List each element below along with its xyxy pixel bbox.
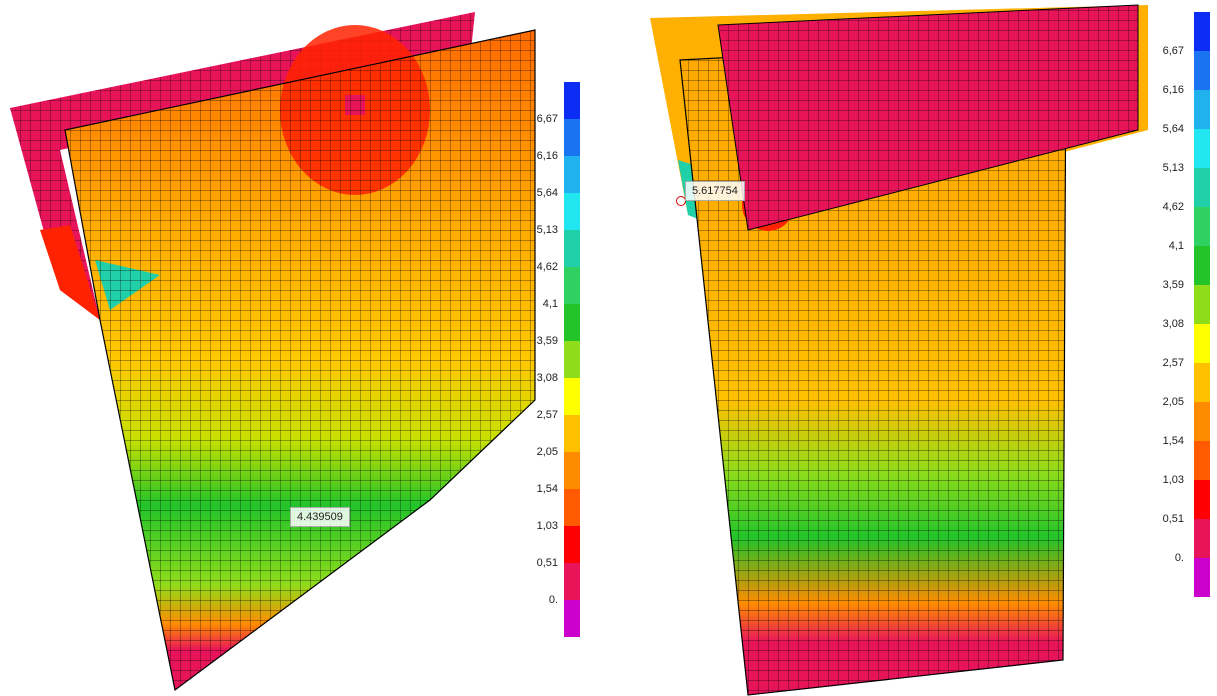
legend-tick-label: 6,16 [536,150,558,162]
legend-tick-label: 3,08 [536,372,558,384]
legend-tick-label: 0,51 [1162,513,1184,525]
flange-side-left [40,225,100,320]
legend-swatch [564,415,580,452]
legend-tick-label: 5,64 [1162,123,1184,135]
legend-swatch [564,526,580,563]
color-legend-left: 6,67 6,16 5,64 5,13 4,62 4,1 3,59 3,08 2,57 2,05 1… [528,82,588,642]
right-view-panel: 5.617754 6,67 6,16 5,64 5,13 4,62 4,1 3,59 3,08… [608,0,1217,696]
legend-tick-label: 5,13 [1162,162,1184,174]
legend-swatch [564,267,580,304]
legend-swatch [564,489,580,526]
legend-tick-label: 3,08 [1162,318,1184,330]
legend-tick-label: 5,64 [536,187,558,199]
legend-tick-label: 1,03 [536,520,558,532]
legend-swatch [1194,168,1210,207]
legend-swatch [1194,285,1210,324]
legend-swatch [1194,480,1210,519]
legend-swatch [1194,324,1210,363]
legend-tick-label: 6,67 [536,113,558,125]
legend-swatch [1194,12,1210,51]
legend-swatch [1194,129,1210,168]
legend-tick-label: 3,59 [1162,279,1184,291]
legend-swatch [564,82,580,119]
legend-tick-label: 1,03 [1162,474,1184,486]
legend-tick-label: 6,67 [1162,45,1184,57]
legend-color-bar-left [564,82,580,637]
legend-swatch [1194,363,1210,402]
legend-swatch [564,304,580,341]
legend-tick-label: 1,54 [536,483,558,495]
legend-tick-label: 2,05 [536,446,558,458]
legend-tick-label: 3,59 [536,335,558,347]
legend-swatch [1194,558,1210,597]
legend-swatch [1194,90,1210,129]
legend-tick-label: 4,62 [1162,201,1184,213]
legend-tick-label: 0,51 [536,557,558,569]
legend-tick-label: 2,57 [536,409,558,421]
legend-swatch [1194,246,1210,285]
legend-tick-label: 4,62 [536,261,558,273]
legend-tick-label: 2,57 [1162,357,1184,369]
legend-tick-label: 4,1 [1168,240,1184,252]
probe-marker-right [676,196,686,206]
legend-swatch [564,600,580,637]
probe-label-right: 5.617754 [685,181,745,201]
legend-swatch [564,119,580,156]
legend-swatch [1194,51,1210,90]
left-view-panel: 4.439509 6,67 6,16 5,64 5,13 4,62 4,1 3,59 3,08… [0,0,608,696]
legend-tick-label: 2,05 [1162,396,1184,408]
legend-swatch [564,563,580,600]
legend-tick-label: 0. [1174,552,1184,564]
legend-swatch [1194,207,1210,246]
legend-swatch [564,378,580,415]
legend-swatch [564,452,580,489]
legend-color-bar-right [1194,12,1210,597]
legend-tick-label: 6,16 [1162,84,1184,96]
legend-swatch [1194,441,1210,480]
legend-swatch [564,193,580,230]
legend-swatch [564,156,580,193]
color-legend-right: 6,67 6,16 5,64 5,13 4,62 4,1 3,59 3,08 2,57 2,05 1… [1156,12,1216,612]
legend-swatch [564,341,580,378]
legend-tick-label: 1,54 [1162,435,1184,447]
legend-tick-label: 0. [548,594,558,606]
fem-contour-plot-left[interactable] [0,0,608,696]
legend-swatch [564,230,580,267]
legend-tick-label: 5,13 [536,224,558,236]
legend-tick-label: 4,1 [542,298,558,310]
probe-label-left: 4.439509 [290,507,350,527]
legend-swatch [1194,519,1210,558]
fem-contour-plot-right[interactable] [608,0,1217,696]
legend-swatch [1194,402,1210,441]
